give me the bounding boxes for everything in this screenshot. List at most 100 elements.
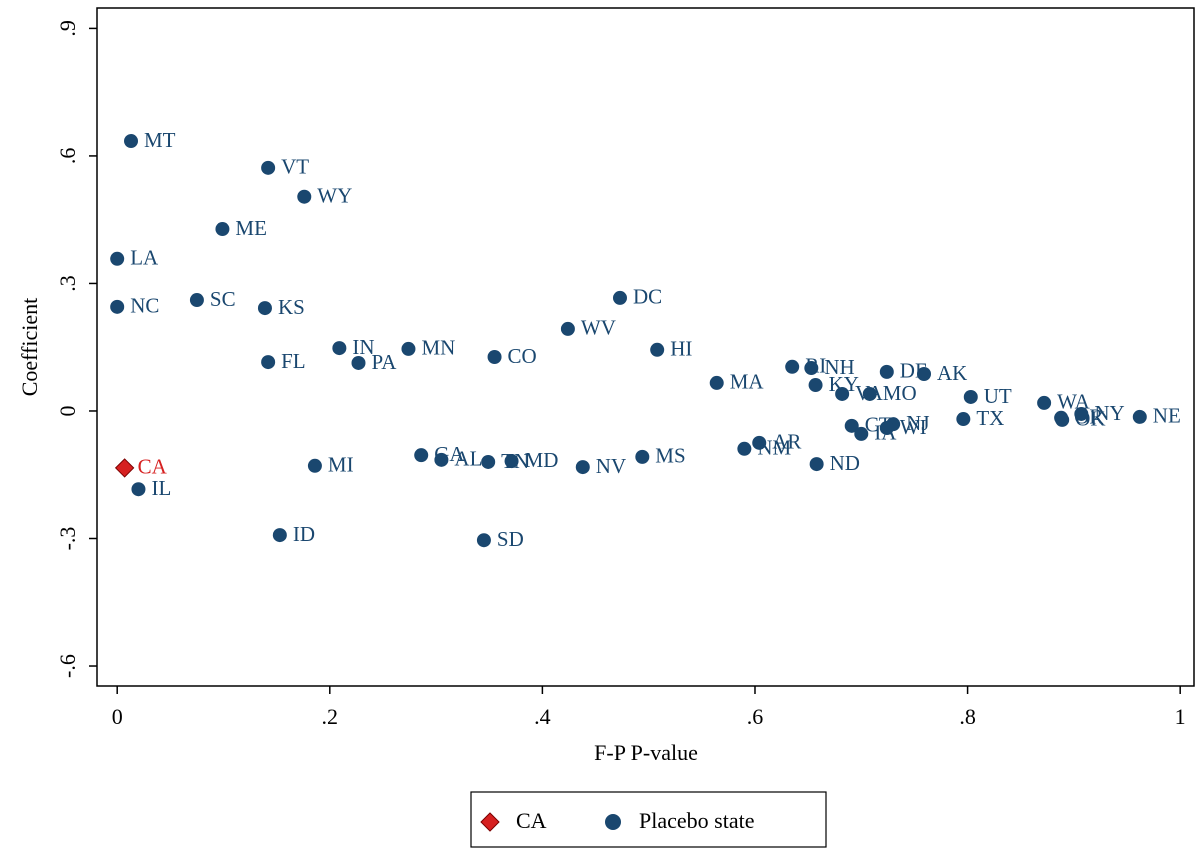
point-label: DC	[633, 285, 662, 309]
point	[504, 454, 519, 469]
y-tick-label: -.6	[55, 654, 80, 678]
point-label: MO	[883, 381, 917, 405]
legend-marker	[605, 814, 621, 830]
point-label: SC	[210, 287, 236, 311]
point	[401, 341, 416, 356]
point	[917, 366, 932, 381]
point-label: MA	[730, 370, 765, 394]
point	[476, 533, 491, 548]
point-label: NV	[596, 454, 626, 478]
point	[650, 342, 665, 357]
point-label: MN	[421, 336, 455, 360]
point	[862, 386, 877, 401]
point	[272, 528, 287, 543]
point-label: AR	[772, 430, 801, 454]
point	[434, 452, 449, 467]
point	[215, 222, 230, 237]
point	[481, 454, 496, 469]
point-label: WV	[581, 316, 616, 340]
point	[332, 341, 347, 356]
point	[752, 435, 767, 450]
point-label: AL	[454, 447, 482, 471]
y-tick-label: .9	[55, 20, 80, 37]
point	[835, 386, 850, 401]
point-label: CO	[508, 344, 537, 368]
x-tick-label: .8	[959, 704, 976, 729]
x-tick-label: .6	[747, 704, 764, 729]
point	[261, 355, 276, 370]
point	[963, 389, 978, 404]
point	[809, 457, 824, 472]
y-axis-title: Coefficient	[17, 298, 42, 397]
point-label: CA	[138, 455, 168, 479]
point	[1037, 395, 1052, 410]
point	[261, 160, 276, 175]
point	[351, 355, 366, 370]
point	[879, 420, 894, 435]
point-label: NM	[757, 436, 791, 460]
point	[575, 460, 590, 475]
point-label: MD	[525, 448, 559, 472]
point	[844, 418, 859, 433]
point-label: SD	[497, 527, 524, 551]
point	[737, 441, 752, 456]
point	[854, 426, 869, 441]
y-tick-label: 0	[55, 405, 80, 416]
point-label: WI	[900, 415, 927, 439]
point	[785, 359, 800, 374]
x-axis-title: F-P P-value	[594, 740, 698, 765]
point-label: MI	[328, 453, 354, 477]
point-label: TX	[976, 406, 1004, 430]
point-label: FL	[281, 349, 306, 373]
point-label: LA	[130, 246, 159, 270]
point	[956, 412, 971, 427]
point	[131, 482, 146, 497]
point	[804, 361, 819, 376]
point-label: IL	[151, 476, 171, 500]
x-tick-label: 0	[112, 704, 123, 729]
point	[1074, 406, 1089, 421]
point	[189, 293, 204, 308]
y-tick-label: -.3	[55, 527, 80, 551]
point-label: UT	[984, 384, 1012, 408]
point-label: ND	[830, 451, 860, 475]
point-label: VT	[281, 155, 309, 179]
point-label: NE	[1153, 404, 1181, 428]
point-label: NH	[824, 355, 854, 379]
legend-box	[470, 791, 827, 848]
point-label: ID	[293, 522, 315, 546]
point	[1055, 412, 1070, 427]
point-label: MS	[655, 444, 685, 468]
point	[612, 290, 627, 305]
point	[124, 134, 139, 149]
point	[560, 321, 575, 336]
point-label: HI	[670, 337, 692, 361]
point	[1132, 409, 1147, 424]
point-label: AK	[937, 361, 967, 385]
point	[257, 301, 272, 316]
point-label: IN	[352, 335, 374, 359]
point-label: ME	[235, 216, 267, 240]
point	[879, 364, 894, 379]
point	[635, 449, 650, 464]
point	[114, 458, 135, 478]
point	[808, 378, 823, 393]
point-label: NJ	[906, 411, 929, 435]
point-label: MT	[144, 128, 176, 152]
point-label: KS	[278, 295, 305, 319]
x-tick-label: 1	[1175, 704, 1186, 729]
legend-label: CA	[516, 808, 547, 833]
point-label: PA	[371, 350, 397, 374]
plot-frame	[96, 7, 1195, 687]
point	[307, 458, 322, 473]
y-tick-label: .6	[55, 148, 80, 165]
point	[110, 299, 125, 314]
point	[487, 349, 502, 364]
y-tick-label: .3	[55, 275, 80, 292]
legend-label: Placebo state	[639, 808, 754, 833]
point-label: NC	[130, 294, 159, 318]
point	[297, 189, 312, 204]
point	[110, 251, 125, 266]
point-label: WY	[317, 184, 352, 208]
